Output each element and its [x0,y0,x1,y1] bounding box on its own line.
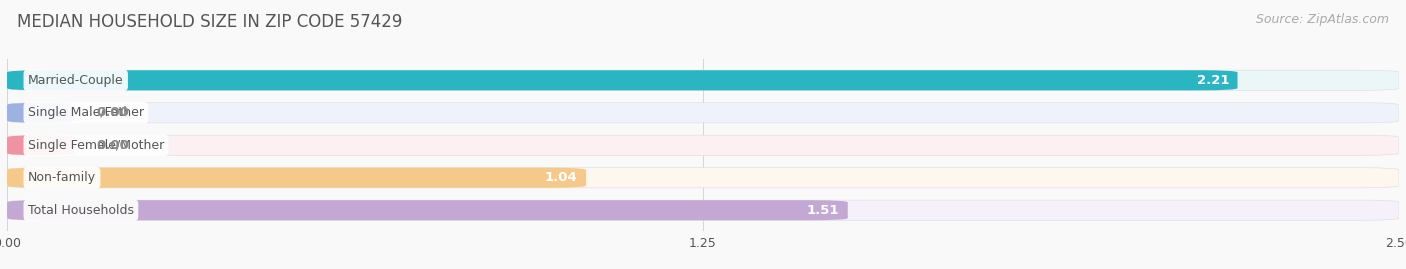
FancyBboxPatch shape [7,200,1399,220]
Text: Total Households: Total Households [28,204,134,217]
FancyBboxPatch shape [7,168,1399,188]
Text: MEDIAN HOUSEHOLD SIZE IN ZIP CODE 57429: MEDIAN HOUSEHOLD SIZE IN ZIP CODE 57429 [17,13,402,31]
FancyBboxPatch shape [7,200,848,220]
Text: Non-family: Non-family [28,171,96,184]
FancyBboxPatch shape [7,103,75,123]
Text: Single Female/Mother: Single Female/Mother [28,139,165,152]
Text: 2.21: 2.21 [1197,74,1229,87]
Text: 0.00: 0.00 [96,139,129,152]
FancyBboxPatch shape [7,70,1237,90]
FancyBboxPatch shape [7,103,1399,123]
FancyBboxPatch shape [7,168,586,188]
Text: 1.51: 1.51 [807,204,839,217]
FancyBboxPatch shape [7,135,1399,155]
FancyBboxPatch shape [7,70,1399,90]
FancyBboxPatch shape [7,135,75,155]
Text: 1.04: 1.04 [546,171,578,184]
Text: Source: ZipAtlas.com: Source: ZipAtlas.com [1256,13,1389,26]
Text: 0.00: 0.00 [96,106,129,119]
Text: Married-Couple: Married-Couple [28,74,124,87]
Text: Single Male/Father: Single Male/Father [28,106,143,119]
